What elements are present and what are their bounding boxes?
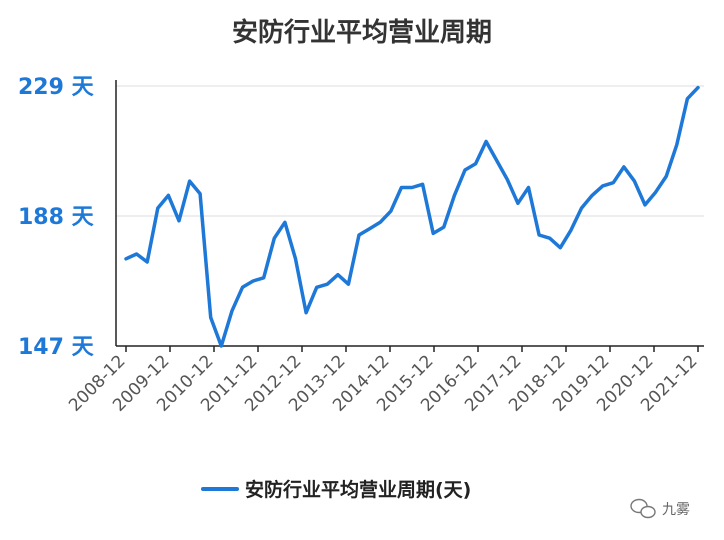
wechat-bubbles-icon	[630, 498, 656, 519]
chart-title: 安防行业平均营业周期	[232, 17, 492, 48]
grid-lines	[116, 85, 704, 347]
legend: 安防行业平均营业周期(天)	[201, 478, 471, 501]
series-line-0	[124, 85, 700, 348]
x-tick-labels: 2008-122009-122010-122011-122012-122013-…	[65, 351, 701, 415]
watermark-label: 九雾	[662, 502, 690, 518]
y-tick-label-2: 229 天	[18, 75, 95, 100]
series-layer	[124, 85, 700, 348]
legend-label: 安防行业平均营业周期(天)	[245, 478, 471, 501]
y-tick-label-0: 147 天	[18, 335, 95, 360]
watermark: 九雾	[630, 498, 690, 519]
axes	[115, 80, 704, 352]
y-tick-labels: 147 天 188 天 229 天	[18, 75, 95, 360]
y-tick-label-1: 188 天	[18, 205, 95, 230]
